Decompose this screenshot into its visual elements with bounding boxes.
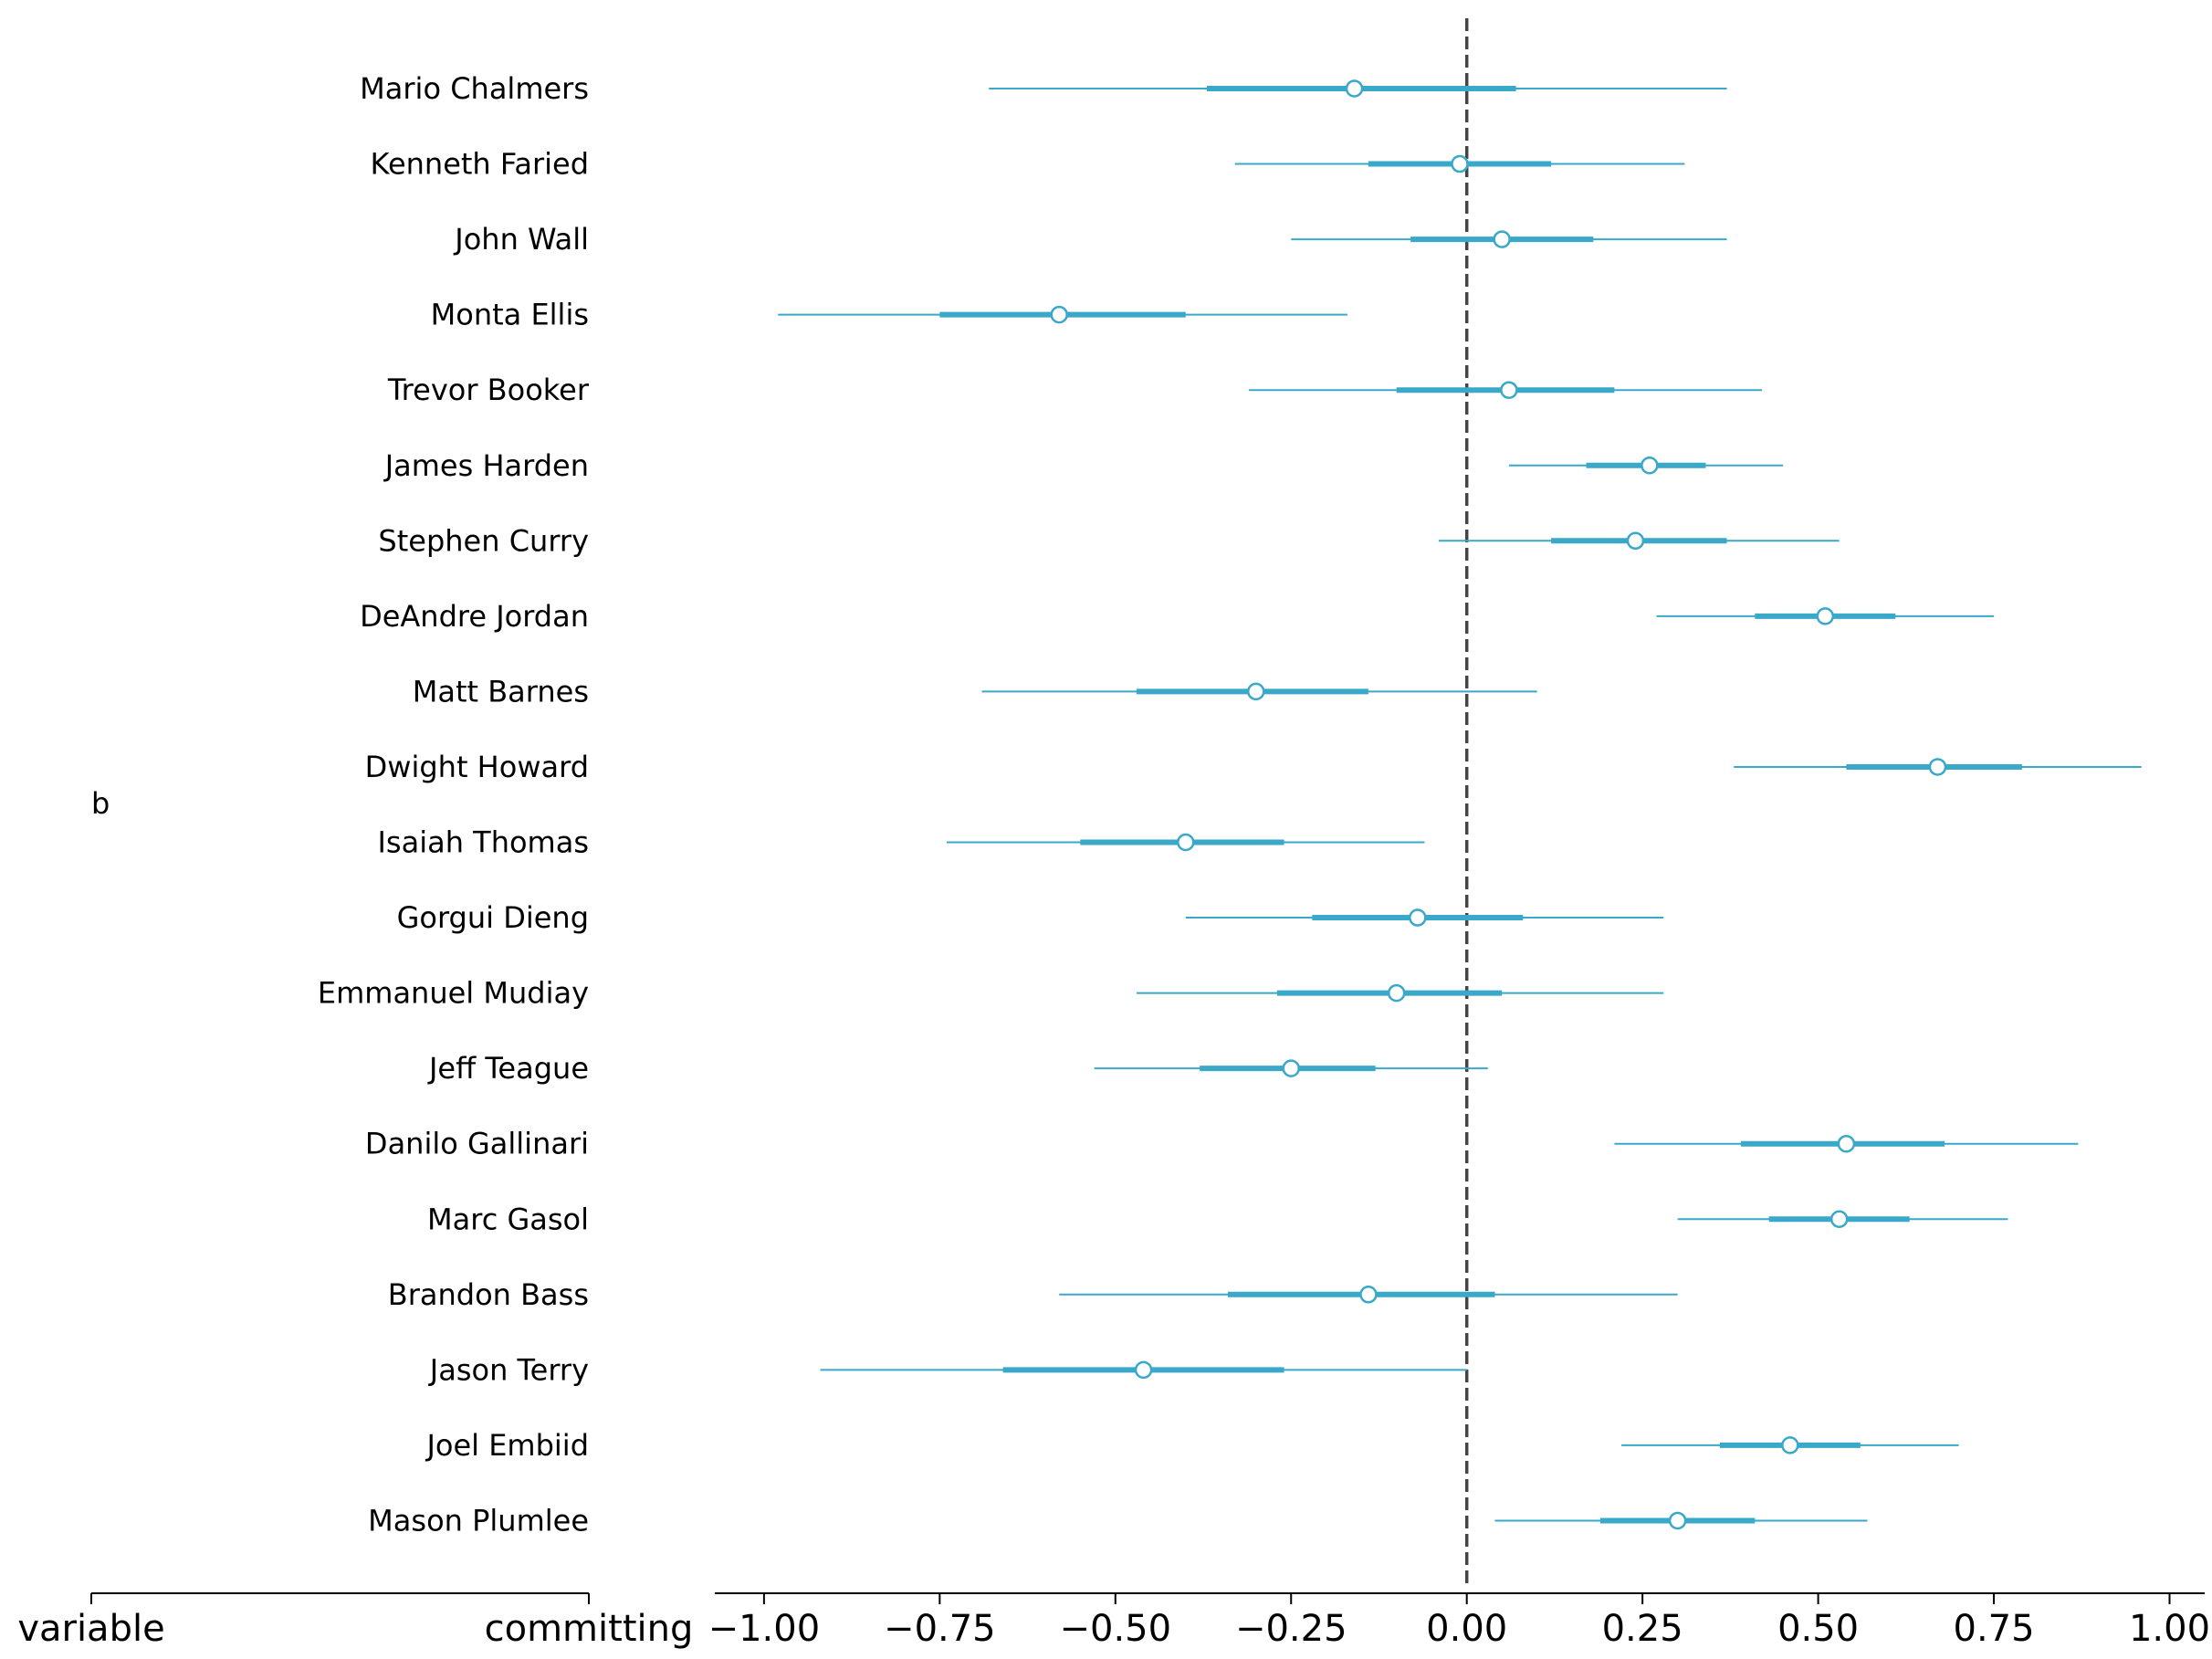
mean-point xyxy=(1837,1134,1856,1153)
row-label: Jeff Teague xyxy=(427,1051,589,1086)
mean-point xyxy=(1050,305,1068,324)
x-axis-ticks: −1.00 −0.75 −0.50 −0.25 0.00 0.25 0.50 0.75 1.00 xyxy=(708,1593,2210,1650)
row-label: Mario Chalmers xyxy=(360,71,589,106)
x-tick-label: −0.75 xyxy=(884,1608,996,1650)
left-axis-label-variable: variable xyxy=(17,1608,164,1650)
row-label: Dwight Howard xyxy=(365,750,589,784)
row-label: Marc Gasol xyxy=(427,1202,589,1236)
mean-point xyxy=(1451,154,1469,173)
mean-point xyxy=(1928,758,1947,776)
mean-point xyxy=(1409,908,1427,927)
x-tick-label: 0.00 xyxy=(1426,1608,1507,1650)
row-label: Stephen Curry xyxy=(378,523,589,558)
x-tick-label: −0.25 xyxy=(1235,1608,1347,1650)
row-label: John Wall xyxy=(453,222,589,257)
left-axis-label-committing: committing xyxy=(485,1608,694,1650)
mean-point xyxy=(1359,1286,1378,1304)
x-tick-label: 0.50 xyxy=(1777,1608,1859,1650)
mean-point xyxy=(1177,833,1195,852)
mean-point xyxy=(1500,381,1518,399)
row-label: Isaiah Thomas xyxy=(377,825,589,860)
row-label: Trevor Booker xyxy=(387,373,590,407)
row-label: Emmanuel Mudiay xyxy=(318,976,589,1011)
mean-point xyxy=(1816,607,1835,625)
x-tick-label: 1.00 xyxy=(2129,1608,2210,1650)
row-label: Danilo Gallinari xyxy=(365,1127,589,1161)
mean-point xyxy=(1829,1210,1849,1228)
row-label: Matt Barnes xyxy=(413,674,589,709)
row-label: Joel Embiid xyxy=(425,1428,589,1463)
mean-point xyxy=(1626,531,1645,551)
mean-point xyxy=(1345,79,1364,98)
mean-point xyxy=(1641,457,1659,475)
row-label: James Harden xyxy=(383,448,589,483)
mean-point xyxy=(1282,1059,1300,1077)
mean-point xyxy=(1247,682,1265,701)
x-tick-label: −0.50 xyxy=(1060,1608,1172,1650)
x-tick-label: 0.25 xyxy=(1602,1608,1683,1650)
row-label: Monta Ellis xyxy=(431,298,589,332)
x-tick-label: −1.00 xyxy=(708,1608,821,1650)
marks-layer xyxy=(778,79,2142,1530)
mean-point xyxy=(1387,983,1406,1003)
mean-point xyxy=(1493,230,1511,248)
row-label: Brandon Bass xyxy=(388,1277,589,1312)
row-label: DeAndre Jordan xyxy=(360,599,589,634)
row-label: Mason Plumlee xyxy=(368,1503,589,1538)
mean-point xyxy=(1668,1511,1687,1530)
rows-layer: Mario Chalmers Kenneth Faried John Wall Mon… xyxy=(318,71,590,1538)
x-tick-label: 0.75 xyxy=(1954,1608,2035,1650)
mean-point xyxy=(1781,1436,1799,1454)
row-label: Gorgui Dieng xyxy=(397,900,589,935)
row-label: Jason Terry xyxy=(428,1352,589,1387)
row-label: Kenneth Faried xyxy=(371,147,589,182)
mean-point xyxy=(1134,1360,1153,1380)
group-label: b xyxy=(91,786,110,821)
